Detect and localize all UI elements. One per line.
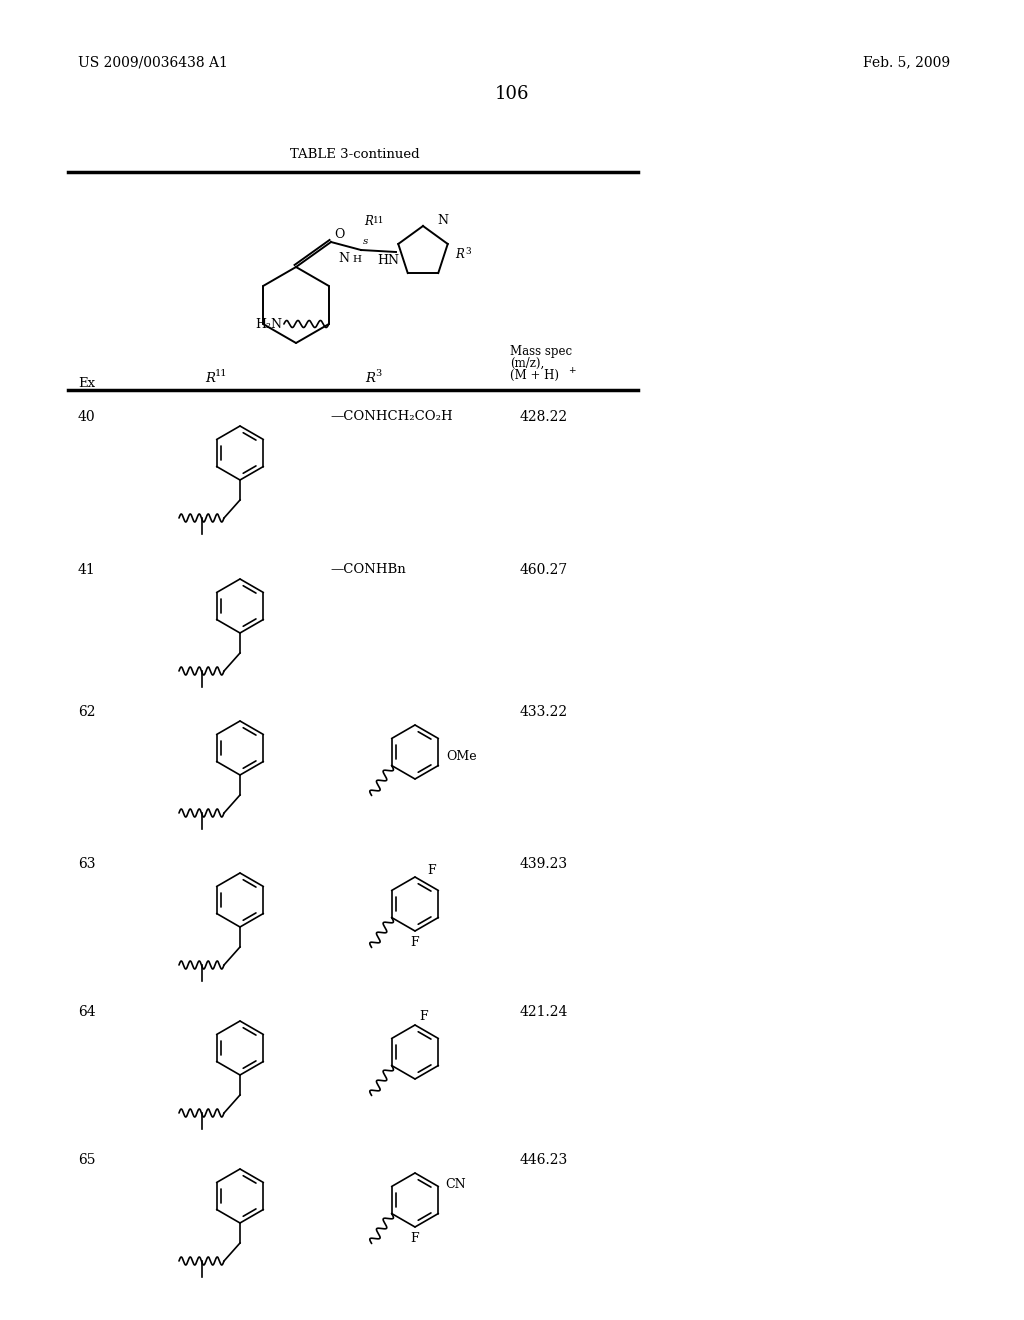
Text: H: H: [352, 256, 361, 264]
Text: N: N: [437, 214, 449, 227]
Text: 65: 65: [78, 1152, 95, 1167]
Text: 3: 3: [465, 247, 471, 256]
Text: +: +: [568, 366, 575, 375]
Text: F: F: [419, 1011, 428, 1023]
Text: 446.23: 446.23: [520, 1152, 568, 1167]
Text: Mass spec: Mass spec: [510, 345, 572, 358]
Text: F: F: [410, 1233, 419, 1246]
Text: Feb. 5, 2009: Feb. 5, 2009: [863, 55, 950, 69]
Text: 433.22: 433.22: [520, 705, 568, 719]
Text: R: R: [364, 215, 373, 228]
Text: H₂N: H₂N: [255, 318, 282, 330]
Text: US 2009/0036438 A1: US 2009/0036438 A1: [78, 55, 228, 69]
Text: 3: 3: [375, 370, 381, 378]
Text: CN: CN: [445, 1179, 466, 1192]
Text: 40: 40: [78, 411, 95, 424]
Text: 62: 62: [78, 705, 95, 719]
Text: F: F: [410, 936, 419, 949]
Text: 64: 64: [78, 1005, 95, 1019]
Text: 41: 41: [78, 564, 96, 577]
Text: O: O: [334, 227, 344, 240]
Text: TABLE 3-continued: TABLE 3-continued: [290, 148, 420, 161]
Text: (M + H): (M + H): [510, 370, 559, 381]
Text: s: s: [362, 238, 369, 247]
Text: R: R: [365, 372, 375, 385]
Text: 460.27: 460.27: [520, 564, 568, 577]
Text: N: N: [339, 252, 349, 264]
Text: 11: 11: [373, 216, 384, 224]
Text: OMe: OMe: [446, 751, 476, 763]
Text: R: R: [205, 372, 215, 385]
Text: 63: 63: [78, 857, 95, 871]
Text: 421.24: 421.24: [520, 1005, 568, 1019]
Text: 11: 11: [215, 370, 227, 378]
Text: Ex: Ex: [78, 378, 95, 389]
Text: R: R: [455, 248, 464, 260]
Text: F: F: [427, 865, 435, 878]
Text: 428.22: 428.22: [520, 411, 568, 424]
Text: 106: 106: [495, 84, 529, 103]
Text: —CONHBn: —CONHBn: [330, 564, 406, 576]
Text: HN: HN: [377, 253, 399, 267]
Text: (m/z),: (m/z),: [510, 356, 544, 370]
Text: 439.23: 439.23: [520, 857, 568, 871]
Text: —CONHCH₂CO₂H: —CONHCH₂CO₂H: [330, 411, 453, 422]
